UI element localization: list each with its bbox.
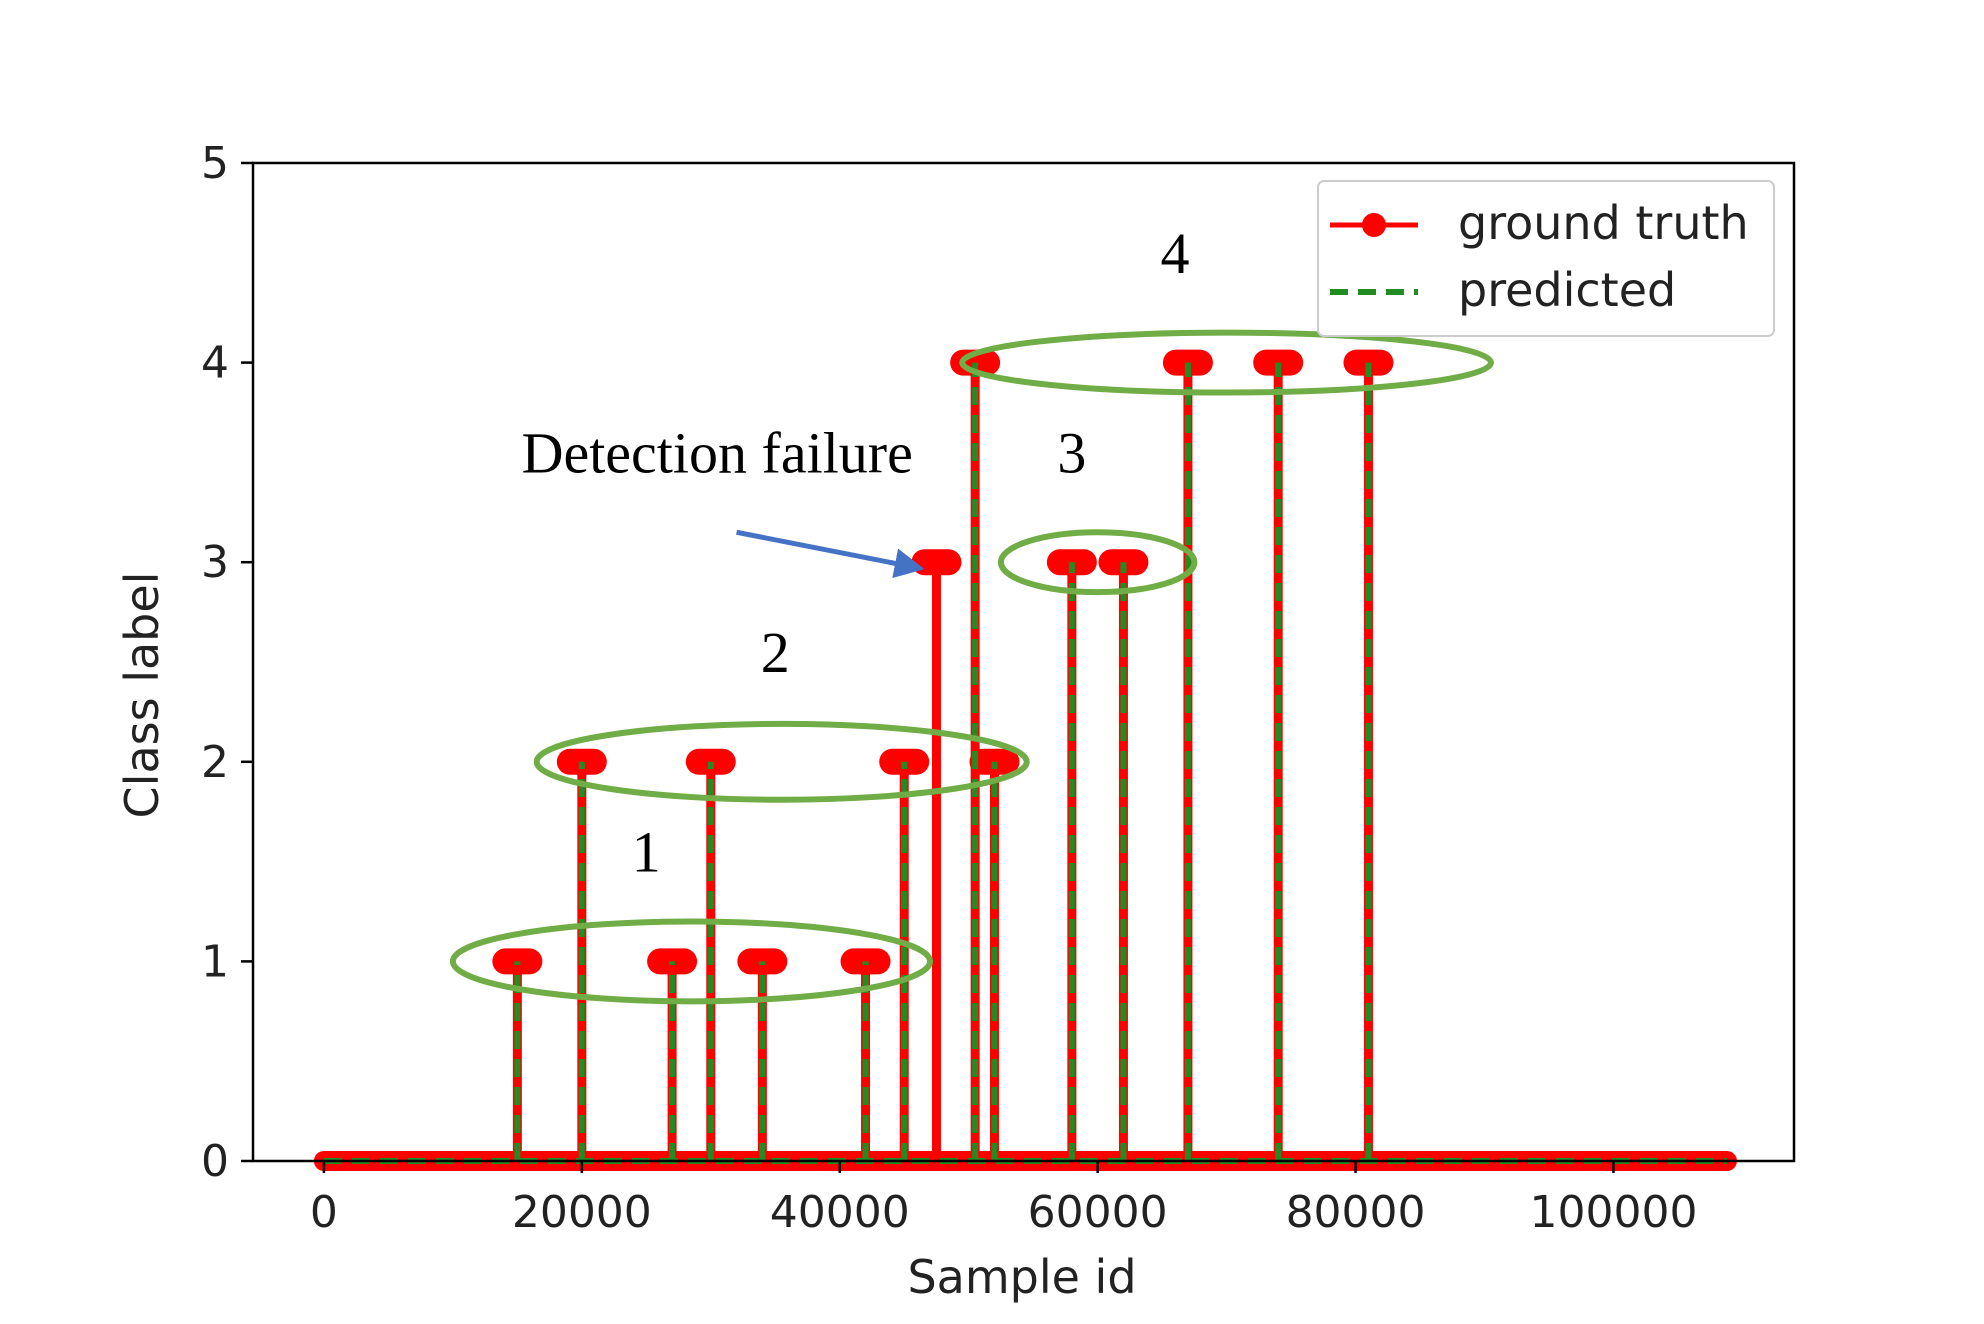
group-label-3: 3 [1057,420,1086,485]
group-ellipse-2 [533,720,1030,803]
y-tick-label-3: 3 [201,537,229,588]
x-tick-label-3: 60000 [1028,1187,1168,1238]
x-tick-label-5: 100000 [1529,1187,1697,1238]
legend: ground truth predicted [1317,180,1775,337]
x-tick-label-4: 80000 [1286,1187,1426,1238]
annotations: 1 2 3 4 Detection failure [449,221,1494,1005]
legend-ground-truth-marker [1362,213,1386,237]
group-ellipse-3 [997,529,1198,596]
legend-ground-truth-label: ground truth [1458,196,1749,250]
detection-failure-arrow [736,529,925,579]
x-axis-label: Sample id [907,1250,1136,1304]
y-axis-label: Class label [115,572,169,819]
x-tick-label-2: 40000 [770,1187,910,1238]
y-tick-label-5: 5 [201,138,229,189]
y-tick-label-1: 1 [201,936,229,987]
plot-frame [251,161,1796,1163]
x-tick-label-1: 20000 [512,1187,652,1238]
y-tick-label-4: 4 [201,338,229,389]
detection-failure-label: Detection failure [522,420,913,485]
group-ellipse-4 [959,329,1494,396]
group-label-1: 1 [632,820,661,885]
axes: 0 20000 40000 60000 80000 100000 0 1 2 3 4 5 [201,138,1796,1238]
group-label-2: 2 [761,620,790,685]
legend-frame [1317,180,1775,337]
group-label-4: 4 [1161,221,1190,286]
legend-predicted-label: predicted [1458,263,1676,317]
group-ellipse-1 [449,918,934,1005]
x-tick-label-0: 0 [310,1187,338,1238]
y-tick-label-0: 0 [201,1136,229,1187]
y-tick-label-2: 2 [201,737,229,788]
